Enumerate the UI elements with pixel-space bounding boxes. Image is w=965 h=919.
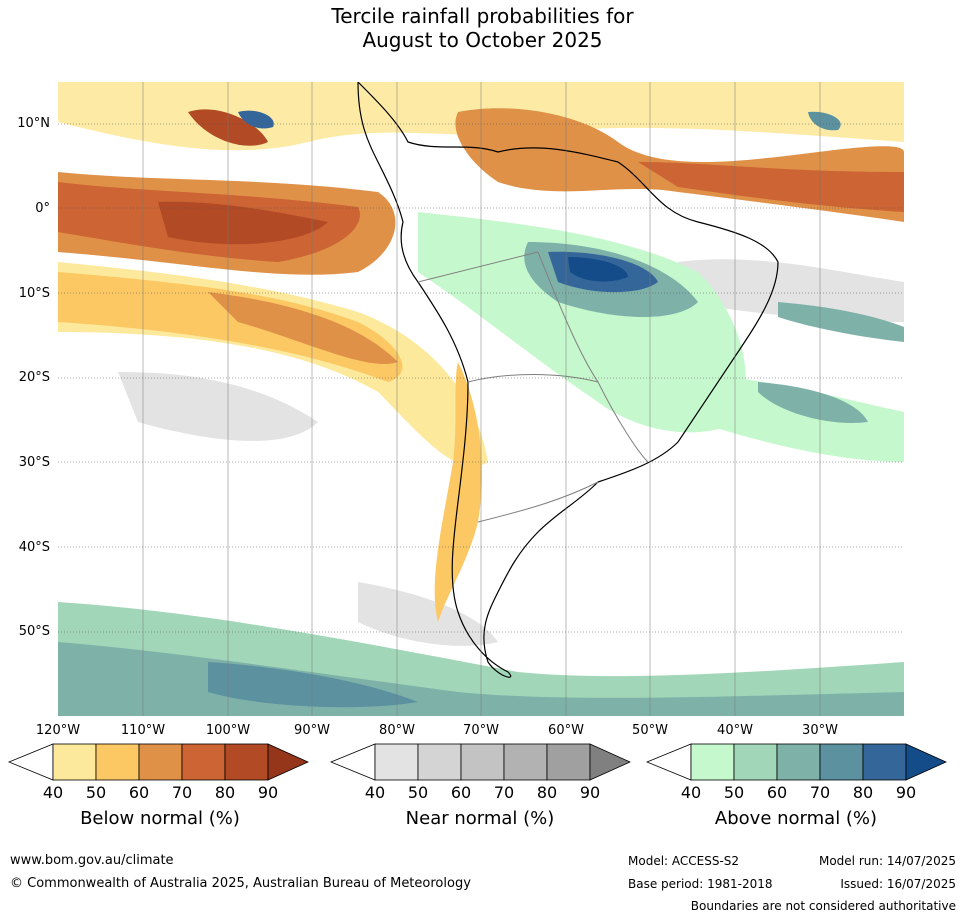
lat-label-50s: 50°S <box>18 624 50 639</box>
copyright-text: © Commonwealth of Australia 2025, Austra… <box>10 876 471 891</box>
model-name: Model: ACCESS-S2 <box>628 854 740 868</box>
lon-label-60w: 60°W <box>548 723 584 738</box>
above-normal-tick: 90 <box>895 783 917 802</box>
near-normal-swatch-6 <box>589 743 631 781</box>
near-normal-swatch-4 <box>503 743 548 781</box>
boundaries-disclaimer: Boundaries are not considered authoritat… <box>690 899 956 913</box>
above-normal-swatch-1 <box>690 743 735 781</box>
above-normal-swatch-3 <box>776 743 821 781</box>
below-normal-swatch-1 <box>52 743 97 781</box>
lon-label-50w: 50°W <box>632 723 668 738</box>
above-normal-swatch-2 <box>733 743 778 781</box>
lon-label-90w: 90°W <box>294 723 330 738</box>
below-normal-swatch-5 <box>224 743 269 781</box>
below-normal-tick: 50 <box>85 783 107 802</box>
issued-date: Issued: 16/07/2025 <box>840 877 956 891</box>
near-normal-tick: 50 <box>407 783 429 802</box>
title-line-2: August to October 2025 <box>362 28 603 52</box>
lon-label-80w: 80°W <box>379 723 415 738</box>
above-normal-swatch-5 <box>862 743 907 781</box>
above-normal-swatch-6 <box>905 743 947 781</box>
lat-label-10n: 10°N <box>17 116 50 131</box>
below-normal-swatch-4 <box>181 743 226 781</box>
above-normal-title: Above normal (%) <box>714 808 878 829</box>
above-normal-colorbar <box>646 743 947 781</box>
website-link[interactable]: www.bom.gov.au/climate <box>10 853 174 868</box>
near-normal-title: Near normal (%) <box>405 808 555 829</box>
base-period: Base period: 1981-2018 <box>628 877 773 891</box>
near-normal-tick: 90 <box>579 783 601 802</box>
lat-label-10s: 10°S <box>18 286 50 301</box>
near-normal-tick: 60 <box>450 783 472 802</box>
below-normal-tick: 40 <box>42 783 64 802</box>
lon-label-120w: 120°W <box>35 723 81 738</box>
near-normal-swatch-0 <box>330 743 376 781</box>
near-normal-tick: 70 <box>493 783 515 802</box>
lat-label-20s: 20°S <box>18 370 50 385</box>
below-normal-tick: 80 <box>214 783 236 802</box>
near-normal-swatch-2 <box>417 743 462 781</box>
rainfall-probability-map <box>58 82 904 716</box>
above-normal-region-brazil <box>418 212 746 433</box>
near-normal-swatch-1 <box>374 743 419 781</box>
near-normal-tick: 40 <box>364 783 386 802</box>
lon-label-70w: 70°W <box>463 723 499 738</box>
below-normal-tick: 60 <box>128 783 150 802</box>
below-normal-swatch-0 <box>8 743 54 781</box>
below-normal-swatch-2 <box>95 743 140 781</box>
below-normal-title: Below normal (%) <box>80 808 240 829</box>
lon-label-30w: 30°W <box>802 723 838 738</box>
lat-label-30s: 30°S <box>18 455 50 470</box>
above-normal-tick: 40 <box>680 783 702 802</box>
near-normal-swatch-3 <box>460 743 505 781</box>
below-normal-tick: 90 <box>257 783 279 802</box>
near-normal-swatch-5 <box>546 743 591 781</box>
lon-label-40w: 40°W <box>717 723 753 738</box>
map-title: Tercile rainfall probabilities for Augus… <box>0 4 965 52</box>
above-normal-tick: 50 <box>723 783 745 802</box>
lon-label-110w: 110°W <box>120 723 166 738</box>
near-normal-tick: 80 <box>536 783 558 802</box>
lon-label-100w: 100°W <box>205 723 251 738</box>
below-normal-swatch-6 <box>267 743 309 781</box>
below-normal-colorbar <box>8 743 309 781</box>
model-run-date: Model run: 14/07/2025 <box>818 854 956 868</box>
lat-label-0: 0° <box>35 201 50 216</box>
above-normal-tick: 60 <box>766 783 788 802</box>
above-normal-swatch-0 <box>646 743 692 781</box>
above-normal-swatch-4 <box>819 743 864 781</box>
below-normal-swatch-3 <box>138 743 183 781</box>
above-normal-tick: 80 <box>852 783 874 802</box>
lat-label-40s: 40°S <box>18 540 50 555</box>
below-normal-tick: 70 <box>171 783 193 802</box>
south-america-coastline <box>357 82 779 678</box>
above-normal-tick: 70 <box>809 783 831 802</box>
near-normal-colorbar <box>330 743 631 781</box>
title-line-1: Tercile rainfall probabilities for <box>331 4 634 28</box>
